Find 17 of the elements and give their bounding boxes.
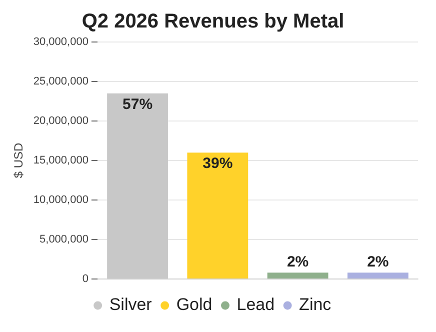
annotation: 39% <box>202 155 233 172</box>
y-tick-label: 10,000,000 <box>33 194 88 206</box>
chart-title: Q2 2026 Revenues by Metal <box>82 10 344 33</box>
annotation: 57% <box>122 96 153 113</box>
legend-label: Lead <box>236 295 275 314</box>
y-tick-label: 30,000,000 <box>33 36 88 48</box>
annotation: 2% <box>286 253 309 270</box>
y-tick-label: 0 <box>82 273 88 286</box>
legend-label: Zinc <box>299 295 332 314</box>
y-axis-title: $ USD <box>12 142 26 178</box>
y-tick-label: 20,000,000 <box>33 115 88 128</box>
legend-label: Silver <box>109 295 152 314</box>
annotation: 2% <box>367 253 389 270</box>
legend-label: Gold <box>176 295 212 314</box>
y-tick-label: 25,000,000 <box>33 76 88 88</box>
y-tick-label: 15,000,000 <box>33 154 88 167</box>
y-tick-label: 5,000,000 <box>40 234 88 246</box>
